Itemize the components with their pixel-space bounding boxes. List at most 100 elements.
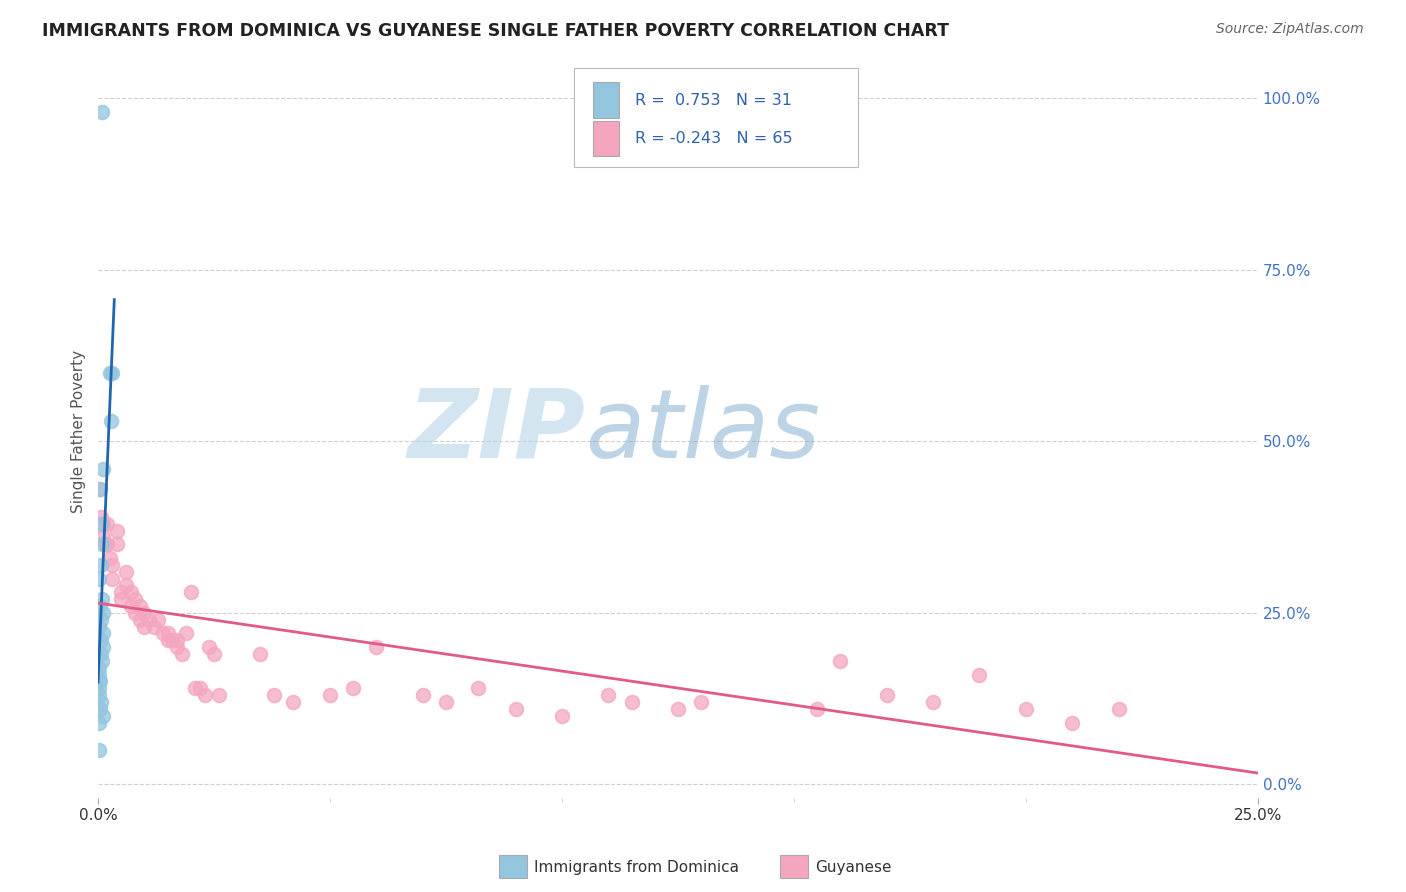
Point <box>89 674 111 689</box>
Point <box>90 516 112 531</box>
Point <box>138 613 160 627</box>
Point <box>598 688 620 702</box>
Point <box>87 715 110 730</box>
Point <box>166 640 188 655</box>
Text: Immigrants from Dominica: Immigrants from Dominica <box>534 860 740 874</box>
Point <box>89 483 111 497</box>
Point <box>1062 715 1084 730</box>
Text: R = -0.243   N = 65: R = -0.243 N = 65 <box>636 131 793 145</box>
Point <box>89 688 111 702</box>
Text: Guyanese: Guyanese <box>815 860 891 874</box>
Point <box>202 647 225 661</box>
Point <box>156 633 179 648</box>
Point <box>806 702 828 716</box>
Point <box>194 688 217 702</box>
Point <box>89 702 111 716</box>
Point <box>100 414 122 428</box>
Y-axis label: Single Father Poverty: Single Father Poverty <box>72 350 86 513</box>
Point <box>91 640 114 655</box>
Point <box>249 647 271 661</box>
Point <box>922 695 945 709</box>
Point <box>96 516 118 531</box>
Point <box>1015 702 1038 716</box>
Point <box>91 606 114 620</box>
Point <box>120 599 142 613</box>
FancyBboxPatch shape <box>574 68 858 167</box>
Point <box>184 681 207 696</box>
Point <box>124 592 146 607</box>
Point <box>467 681 489 696</box>
Point <box>91 626 114 640</box>
Point <box>180 585 202 599</box>
Text: ZIP: ZIP <box>408 384 585 477</box>
Point <box>120 585 142 599</box>
Point <box>90 592 112 607</box>
Point <box>124 606 146 620</box>
Point <box>101 366 124 380</box>
Point <box>105 524 128 538</box>
Point <box>281 695 304 709</box>
Point <box>366 640 388 655</box>
Point <box>969 667 991 681</box>
Point <box>188 681 211 696</box>
Point <box>94 537 117 551</box>
Point <box>87 681 110 696</box>
Point <box>620 695 643 709</box>
Point <box>156 626 179 640</box>
Point <box>90 558 112 572</box>
Point <box>128 599 150 613</box>
Point <box>198 640 221 655</box>
Text: R =  0.753   N = 31: R = 0.753 N = 31 <box>636 93 792 108</box>
Text: Source: ZipAtlas.com: Source: ZipAtlas.com <box>1216 22 1364 37</box>
Point <box>89 599 111 613</box>
Point <box>134 606 156 620</box>
Point <box>162 633 184 648</box>
Point <box>342 681 364 696</box>
Point <box>128 613 150 627</box>
Point <box>174 626 197 640</box>
Point <box>91 516 114 531</box>
Text: atlas: atlas <box>585 384 820 477</box>
Point <box>101 558 124 572</box>
Point <box>551 708 574 723</box>
Point <box>134 619 156 633</box>
Point <box>101 572 124 586</box>
Point <box>98 551 121 566</box>
Point <box>412 688 434 702</box>
Point <box>90 613 112 627</box>
Point <box>98 366 121 380</box>
Point <box>142 619 165 633</box>
Point <box>876 688 898 702</box>
Point <box>89 661 111 675</box>
Point <box>434 695 457 709</box>
Point <box>89 619 111 633</box>
Point <box>319 688 342 702</box>
Point <box>91 708 114 723</box>
Point <box>89 572 111 586</box>
Point <box>90 695 112 709</box>
Point <box>263 688 285 702</box>
Point <box>208 688 231 702</box>
Point <box>90 537 112 551</box>
Point <box>89 483 111 497</box>
Point <box>90 647 112 661</box>
Point <box>90 654 112 668</box>
Point <box>87 743 110 757</box>
Point <box>89 674 111 689</box>
Point <box>666 702 689 716</box>
Point <box>91 530 114 544</box>
Point <box>1108 702 1130 716</box>
Point <box>110 585 132 599</box>
Point <box>170 647 193 661</box>
FancyBboxPatch shape <box>593 120 619 156</box>
Point <box>90 105 112 120</box>
Point <box>152 626 174 640</box>
Point <box>690 695 713 709</box>
Point <box>110 592 132 607</box>
Point <box>830 654 852 668</box>
Point <box>90 633 112 648</box>
Point <box>148 613 170 627</box>
Point <box>115 578 138 592</box>
Text: IMMIGRANTS FROM DOMINICA VS GUYANESE SINGLE FATHER POVERTY CORRELATION CHART: IMMIGRANTS FROM DOMINICA VS GUYANESE SIN… <box>42 22 949 40</box>
FancyBboxPatch shape <box>593 82 619 118</box>
